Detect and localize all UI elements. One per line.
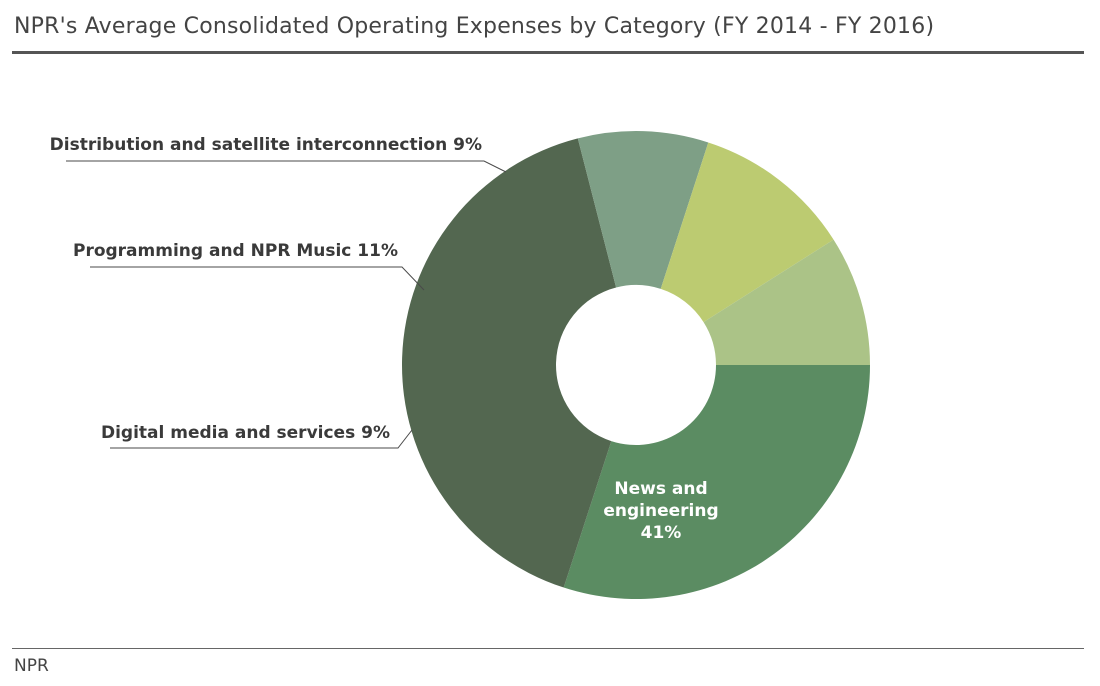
- slice-label-digital-media-and-services: Digital media and services 9%: [101, 423, 390, 443]
- slice-label-news-and-engineering: News and engineering 41%: [603, 479, 718, 543]
- slice-label-programming-and-npr-music: Programming and NPR Music 11%: [73, 241, 398, 261]
- footer-divider: [12, 648, 1084, 649]
- title-divider: [12, 51, 1084, 54]
- leader-line-distribution-and-satellite-interconnection: [66, 160, 507, 173]
- slice-digital-media-and-services: [577, 131, 709, 289]
- slice-distribution-and-satellite-interconnection: [703, 239, 870, 365]
- slice-label-distribution-and-satellite-interconnection: Distribution and satellite interconnecti…: [50, 135, 482, 155]
- leader-line-digital-media-and-services: [110, 429, 413, 449]
- chart-title: NPR's Average Consolidated Operating Exp…: [14, 14, 935, 39]
- source-credit: NPR: [14, 656, 49, 676]
- slice-programming-and-npr-music: [660, 142, 834, 323]
- slice-support-and-other-program-services: [563, 365, 871, 599]
- leader-line-programming-and-npr-music: [90, 266, 425, 291]
- slice-news-and-engineering: [402, 138, 617, 588]
